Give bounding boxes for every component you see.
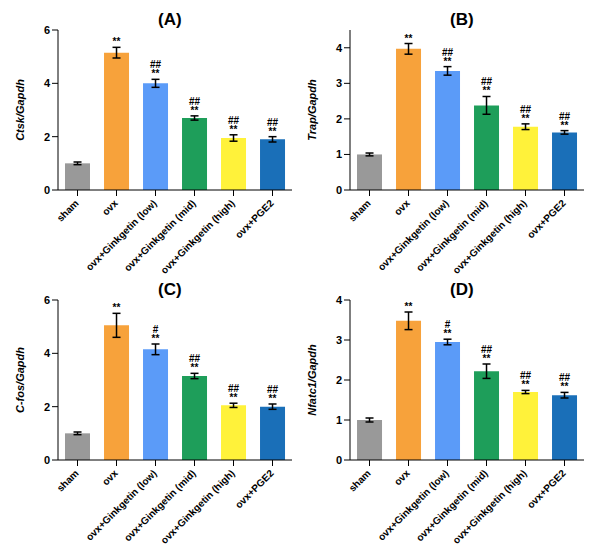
svg-text:**: ** [269, 126, 277, 137]
svg-text:**: ** [113, 36, 121, 47]
svg-text:**: ** [522, 379, 530, 390]
svg-text:sham: sham [347, 197, 373, 223]
svg-text:ovx+Ginkgetin (mid): ovx+Ginkgetin (mid) [414, 198, 490, 274]
html-text:(D): (D) [450, 280, 474, 299]
svg-text:ovx+Ginkgetin (low): ovx+Ginkgetin (low) [84, 198, 159, 273]
html-text:(B): (B) [450, 10, 474, 29]
svg-text:4: 4 [44, 77, 51, 89]
svg-text:0: 0 [44, 454, 50, 466]
svg-text:Trap/Gapdh: Trap/Gapdh [306, 79, 318, 141]
svg-text:4: 4 [44, 347, 51, 359]
svg-text:ovx: ovx [100, 197, 120, 217]
svg-text:**: ** [444, 328, 452, 339]
svg-text:sham: sham [347, 467, 373, 493]
html-text:(C): (C) [158, 280, 182, 299]
html-text:(A): (A) [158, 10, 182, 29]
svg-text:ovx+PGE2: ovx+PGE2 [525, 467, 568, 510]
svg-text:ovx+PGE2: ovx+PGE2 [233, 467, 276, 510]
svg-text:**: ** [444, 56, 452, 67]
svg-text:ovx+Ginkgetin (mid): ovx+Ginkgetin (mid) [414, 468, 490, 544]
svg-text:4: 4 [336, 42, 343, 54]
svg-text:ovx+Ginkgetin (low): ovx+Ginkgetin (low) [376, 198, 451, 273]
svg-text:**: ** [113, 302, 121, 313]
svg-text:6: 6 [44, 24, 50, 36]
svg-text:sham: sham [55, 467, 81, 493]
svg-text:3: 3 [336, 77, 342, 89]
svg-text:ovx+Ginkgetin (high): ovx+Ginkgetin (high) [158, 468, 236, 546]
svg-text:**: ** [405, 301, 413, 312]
svg-text:Ctsk/Gapdh: Ctsk/Gapdh [14, 79, 26, 141]
svg-text:**: ** [405, 33, 413, 44]
svg-text:**: ** [191, 362, 199, 373]
svg-text:ovx+Ginkgetin (high): ovx+Ginkgetin (high) [450, 198, 528, 276]
svg-text:**: ** [561, 381, 569, 392]
svg-text:**: ** [191, 105, 199, 116]
svg-text:**: ** [483, 85, 491, 96]
svg-text:2: 2 [336, 374, 342, 386]
svg-text:**: ** [230, 392, 238, 403]
svg-text:sham: sham [55, 197, 81, 223]
svg-text:**: ** [152, 68, 160, 79]
svg-text:**: ** [152, 333, 160, 344]
svg-text:4: 4 [336, 294, 343, 306]
svg-text:1: 1 [336, 148, 342, 160]
svg-text:ovx+Ginkgetin (low): ovx+Ginkgetin (low) [376, 468, 451, 543]
svg-text:0: 0 [44, 184, 50, 196]
svg-text:1: 1 [336, 414, 342, 426]
svg-text:2: 2 [44, 131, 50, 143]
svg-text:3: 3 [336, 334, 342, 346]
svg-text:ovx+PGE2: ovx+PGE2 [525, 197, 568, 240]
svg-text:ovx: ovx [392, 197, 412, 217]
svg-text:**: ** [269, 393, 277, 404]
svg-text:C-fos/Gapdh: C-fos/Gapdh [14, 347, 26, 413]
svg-text:ovx: ovx [100, 467, 120, 487]
svg-text:**: ** [230, 124, 238, 135]
svg-text:0: 0 [336, 184, 342, 196]
svg-text:ovx+Ginkgetin (mid): ovx+Ginkgetin (mid) [122, 198, 198, 274]
svg-text:6: 6 [44, 294, 50, 306]
svg-text:ovx+Ginkgetin (low): ovx+Ginkgetin (low) [84, 468, 159, 543]
svg-text:2: 2 [336, 113, 342, 125]
svg-text:**: ** [561, 120, 569, 131]
svg-text:ovx: ovx [392, 467, 412, 487]
svg-text:2: 2 [44, 401, 50, 413]
svg-text:ovx+Ginkgetin (high): ovx+Ginkgetin (high) [450, 468, 528, 546]
svg-text:**: ** [483, 353, 491, 364]
svg-text:0: 0 [336, 454, 342, 466]
svg-text:ovx+Ginkgetin (mid): ovx+Ginkgetin (mid) [122, 468, 198, 544]
svg-text:**: ** [522, 113, 530, 124]
svg-text:Nfatc1/Gapdh: Nfatc1/Gapdh [306, 344, 318, 416]
svg-text:ovx+PGE2: ovx+PGE2 [233, 197, 276, 240]
svg-text:ovx+Ginkgetin (high): ovx+Ginkgetin (high) [158, 198, 236, 276]
